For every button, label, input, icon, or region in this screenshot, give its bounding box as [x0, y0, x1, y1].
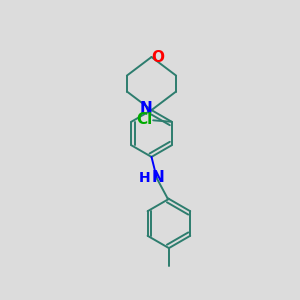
Text: N: N: [140, 101, 152, 116]
Text: H: H: [139, 172, 150, 185]
Text: O: O: [151, 50, 164, 64]
Text: Cl: Cl: [136, 112, 153, 127]
Text: N: N: [152, 170, 165, 185]
